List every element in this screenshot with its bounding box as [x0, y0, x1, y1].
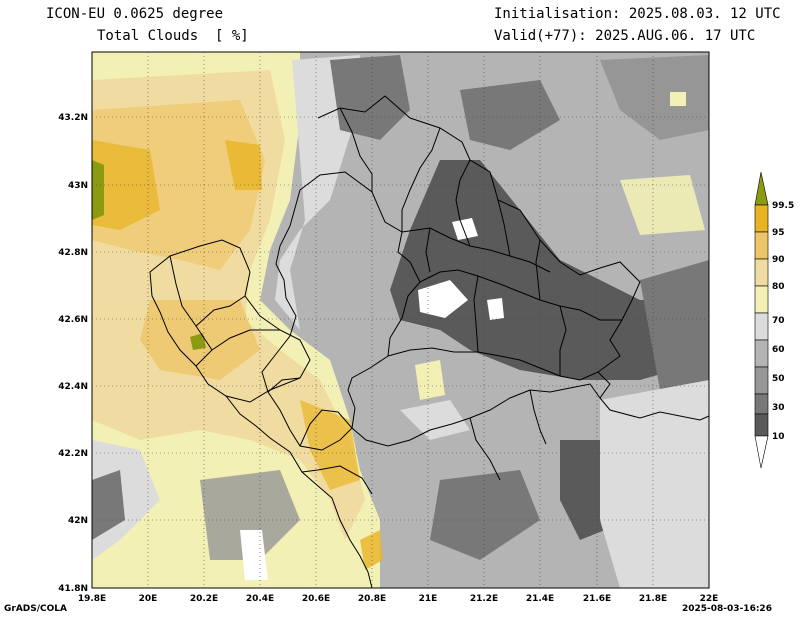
field-title: Total Clouds [ %] — [97, 28, 249, 44]
lat-label: 42.2N — [58, 449, 88, 459]
colorbar-label: 30 — [772, 403, 785, 413]
colorbar-label: 95 — [772, 228, 785, 238]
colorbar-segment — [754, 231, 769, 260]
render-timestamp: 2025-08-03-16:26 — [682, 604, 772, 614]
colorbar-label: 50 — [772, 374, 785, 384]
lon-label: 21.6E — [583, 594, 611, 604]
lon-label: 20E — [139, 594, 158, 604]
colorbar-segment — [754, 258, 769, 287]
lon-label: 21.2E — [470, 594, 498, 604]
colorbar-segment — [754, 285, 769, 314]
colorbar-label: 90 — [772, 255, 785, 265]
lon-label: 20.8E — [358, 594, 386, 604]
lat-label: 43N — [68, 181, 88, 191]
model-title: ICON-EU 0.0625 degree — [46, 6, 224, 22]
colorbar-segment — [754, 312, 769, 341]
colorbar-top-triangle — [754, 171, 769, 206]
lat-label: 42N — [68, 516, 88, 526]
colorbar-segment — [754, 393, 769, 415]
colorbar-label: 60 — [772, 345, 785, 355]
lon-label: 21.4E — [526, 594, 554, 604]
lat-label: 43.2N — [58, 113, 88, 123]
colorbar-segment — [754, 413, 769, 437]
colorbar-labels: 99.5 95 90 80 70 60 50 30 10 — [772, 201, 794, 442]
software-credit: GrADS/COLA — [4, 604, 67, 614]
lat-labels: 43.2N 43N 42.8N 42.6N 42.4N 42.2N 42N 41… — [58, 113, 88, 594]
admin-borders — [149, 95, 710, 589]
lon-label: 20.6E — [302, 594, 330, 604]
lat-label: 41.8N — [58, 584, 88, 594]
lon-label: 19.8E — [78, 594, 106, 604]
lon-label: 21.8E — [639, 594, 667, 604]
lat-label: 42.6N — [58, 315, 88, 325]
colorbar-label: 99.5 — [772, 201, 794, 211]
lon-label: 20.2E — [190, 594, 218, 604]
lat-label: 42.8N — [58, 248, 88, 258]
colorbar-segment — [754, 366, 769, 395]
lon-label: 21E — [419, 594, 438, 604]
lon-labels: 19.8E 20E 20.2E 20.4E 20.6E 20.8E 21E 21… — [78, 594, 719, 604]
colorbar-bottom-triangle — [754, 435, 769, 469]
colorbar-segment — [754, 339, 769, 368]
colorbar-label: 10 — [772, 432, 785, 442]
graticule — [92, 52, 709, 588]
init-time: Initialisation: 2025.08.03. 12 UTC — [494, 6, 781, 22]
colorbar — [754, 171, 769, 469]
colorbar-segment — [754, 204, 769, 233]
lon-label: 22E — [700, 594, 719, 604]
valid-time: Valid(+77): 2025.AUG.06. 17 UTC — [494, 28, 756, 44]
map-frame — [91, 51, 710, 589]
lat-label: 42.4N — [58, 382, 88, 392]
colorbar-label: 80 — [772, 282, 785, 292]
colorbar-label: 70 — [772, 316, 785, 326]
lon-label: 20.4E — [246, 594, 274, 604]
